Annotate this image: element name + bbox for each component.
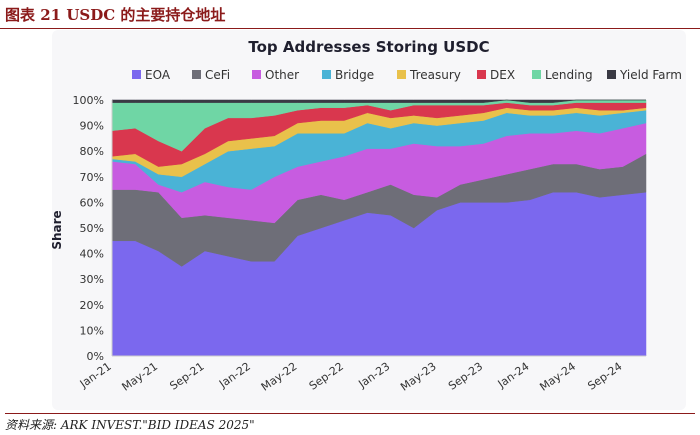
y-tick-label: 50%	[80, 222, 104, 235]
chart-legend: EOA CeFi Other Bridge Treasury DEX Lending Yiel…	[132, 68, 682, 82]
y-axis: 0% 10% 20% 30% 40% 50% 60% 70% 80% 90% 100%	[73, 94, 113, 363]
legend-swatch	[192, 70, 201, 79]
legend-swatch	[607, 70, 616, 79]
legend-item-treasury: Treasury	[397, 68, 461, 82]
y-tick-label: 60%	[80, 196, 104, 209]
legend-item-cefi: CeFi	[192, 68, 230, 82]
figure-title: 图表 21 USDC 的主要持仓地址	[5, 6, 226, 24]
legend-label: Treasury	[409, 68, 461, 82]
y-tick-label: 90%	[80, 120, 104, 133]
y-tick-label: 0%	[87, 350, 104, 363]
x-axis: Jan-21 May-21 Sep-21 Jan-22 May-22 Sep-22 Jan-…	[77, 355, 646, 394]
x-tick-label: Jan-21	[77, 360, 114, 391]
x-tick-label: Jan-23	[355, 360, 392, 391]
legend-swatch	[322, 70, 331, 79]
legend-swatch	[252, 70, 261, 79]
x-tick-label: Sep-23	[446, 360, 485, 393]
legend-item-yield-farm: Yield Farm	[607, 68, 682, 82]
x-tick-label: May-23	[398, 360, 439, 394]
y-tick-label: 10%	[80, 324, 104, 337]
y-tick-label: 80%	[80, 145, 104, 158]
x-tick-label: Sep-22	[307, 360, 346, 393]
legend-label: Other	[265, 68, 299, 82]
area-yield-farm	[111, 99, 646, 103]
source-text: 资料来源: ARK INVEST."BID IDEAS 2025"	[5, 418, 255, 432]
figure-header: 图表 21 USDC 的主要持仓地址	[0, 0, 700, 29]
source-divider	[5, 413, 695, 414]
legend-label: Lending	[545, 68, 593, 82]
y-tick-label: 40%	[80, 248, 104, 261]
legend-item-bridge: Bridge	[322, 68, 374, 82]
x-tick-label: Sep-24	[585, 360, 624, 393]
legend-item-dex: DEX	[477, 68, 515, 82]
stacked-area-chart: Top Addresses Storing USDC EOA CeFi Other B…	[52, 38, 682, 394]
legend-swatch	[477, 70, 486, 79]
legend-item-lending: Lending	[532, 68, 593, 82]
x-tick-label: Jan-22	[216, 360, 253, 391]
legend-label: Yield Farm	[619, 68, 682, 82]
legend-swatch	[132, 70, 141, 79]
legend-item-eoa: EOA	[132, 68, 171, 82]
y-tick-label: 70%	[80, 171, 104, 184]
header-divider	[0, 28, 700, 29]
chart-title: Top Addresses Storing USDC	[248, 38, 489, 56]
legend-label: EOA	[145, 68, 171, 82]
x-tick-label: Sep-21	[167, 360, 206, 393]
figure-source: 资料来源: ARK INVEST."BID IDEAS 2025"	[5, 413, 695, 433]
x-tick-label: May-22	[259, 360, 300, 394]
legend-label: CeFi	[205, 68, 230, 82]
legend-swatch	[397, 70, 406, 79]
legend-item-other: Other	[252, 68, 299, 82]
y-tick-label: 30%	[80, 273, 104, 286]
legend-swatch	[532, 70, 541, 79]
x-tick-label: May-24	[537, 360, 578, 394]
x-tick-label: Jan-24	[495, 360, 532, 391]
legend-label: DEX	[490, 68, 515, 82]
x-tick-label: May-21	[120, 360, 161, 394]
chart-panel: Top Addresses Storing USDC EOA CeFi Other B…	[52, 30, 686, 410]
y-tick-label: 20%	[80, 299, 104, 312]
chart-areas	[111, 99, 647, 357]
legend-label: Bridge	[335, 68, 374, 82]
y-tick-label: 100%	[73, 94, 104, 107]
y-axis-label: Share	[52, 210, 64, 249]
